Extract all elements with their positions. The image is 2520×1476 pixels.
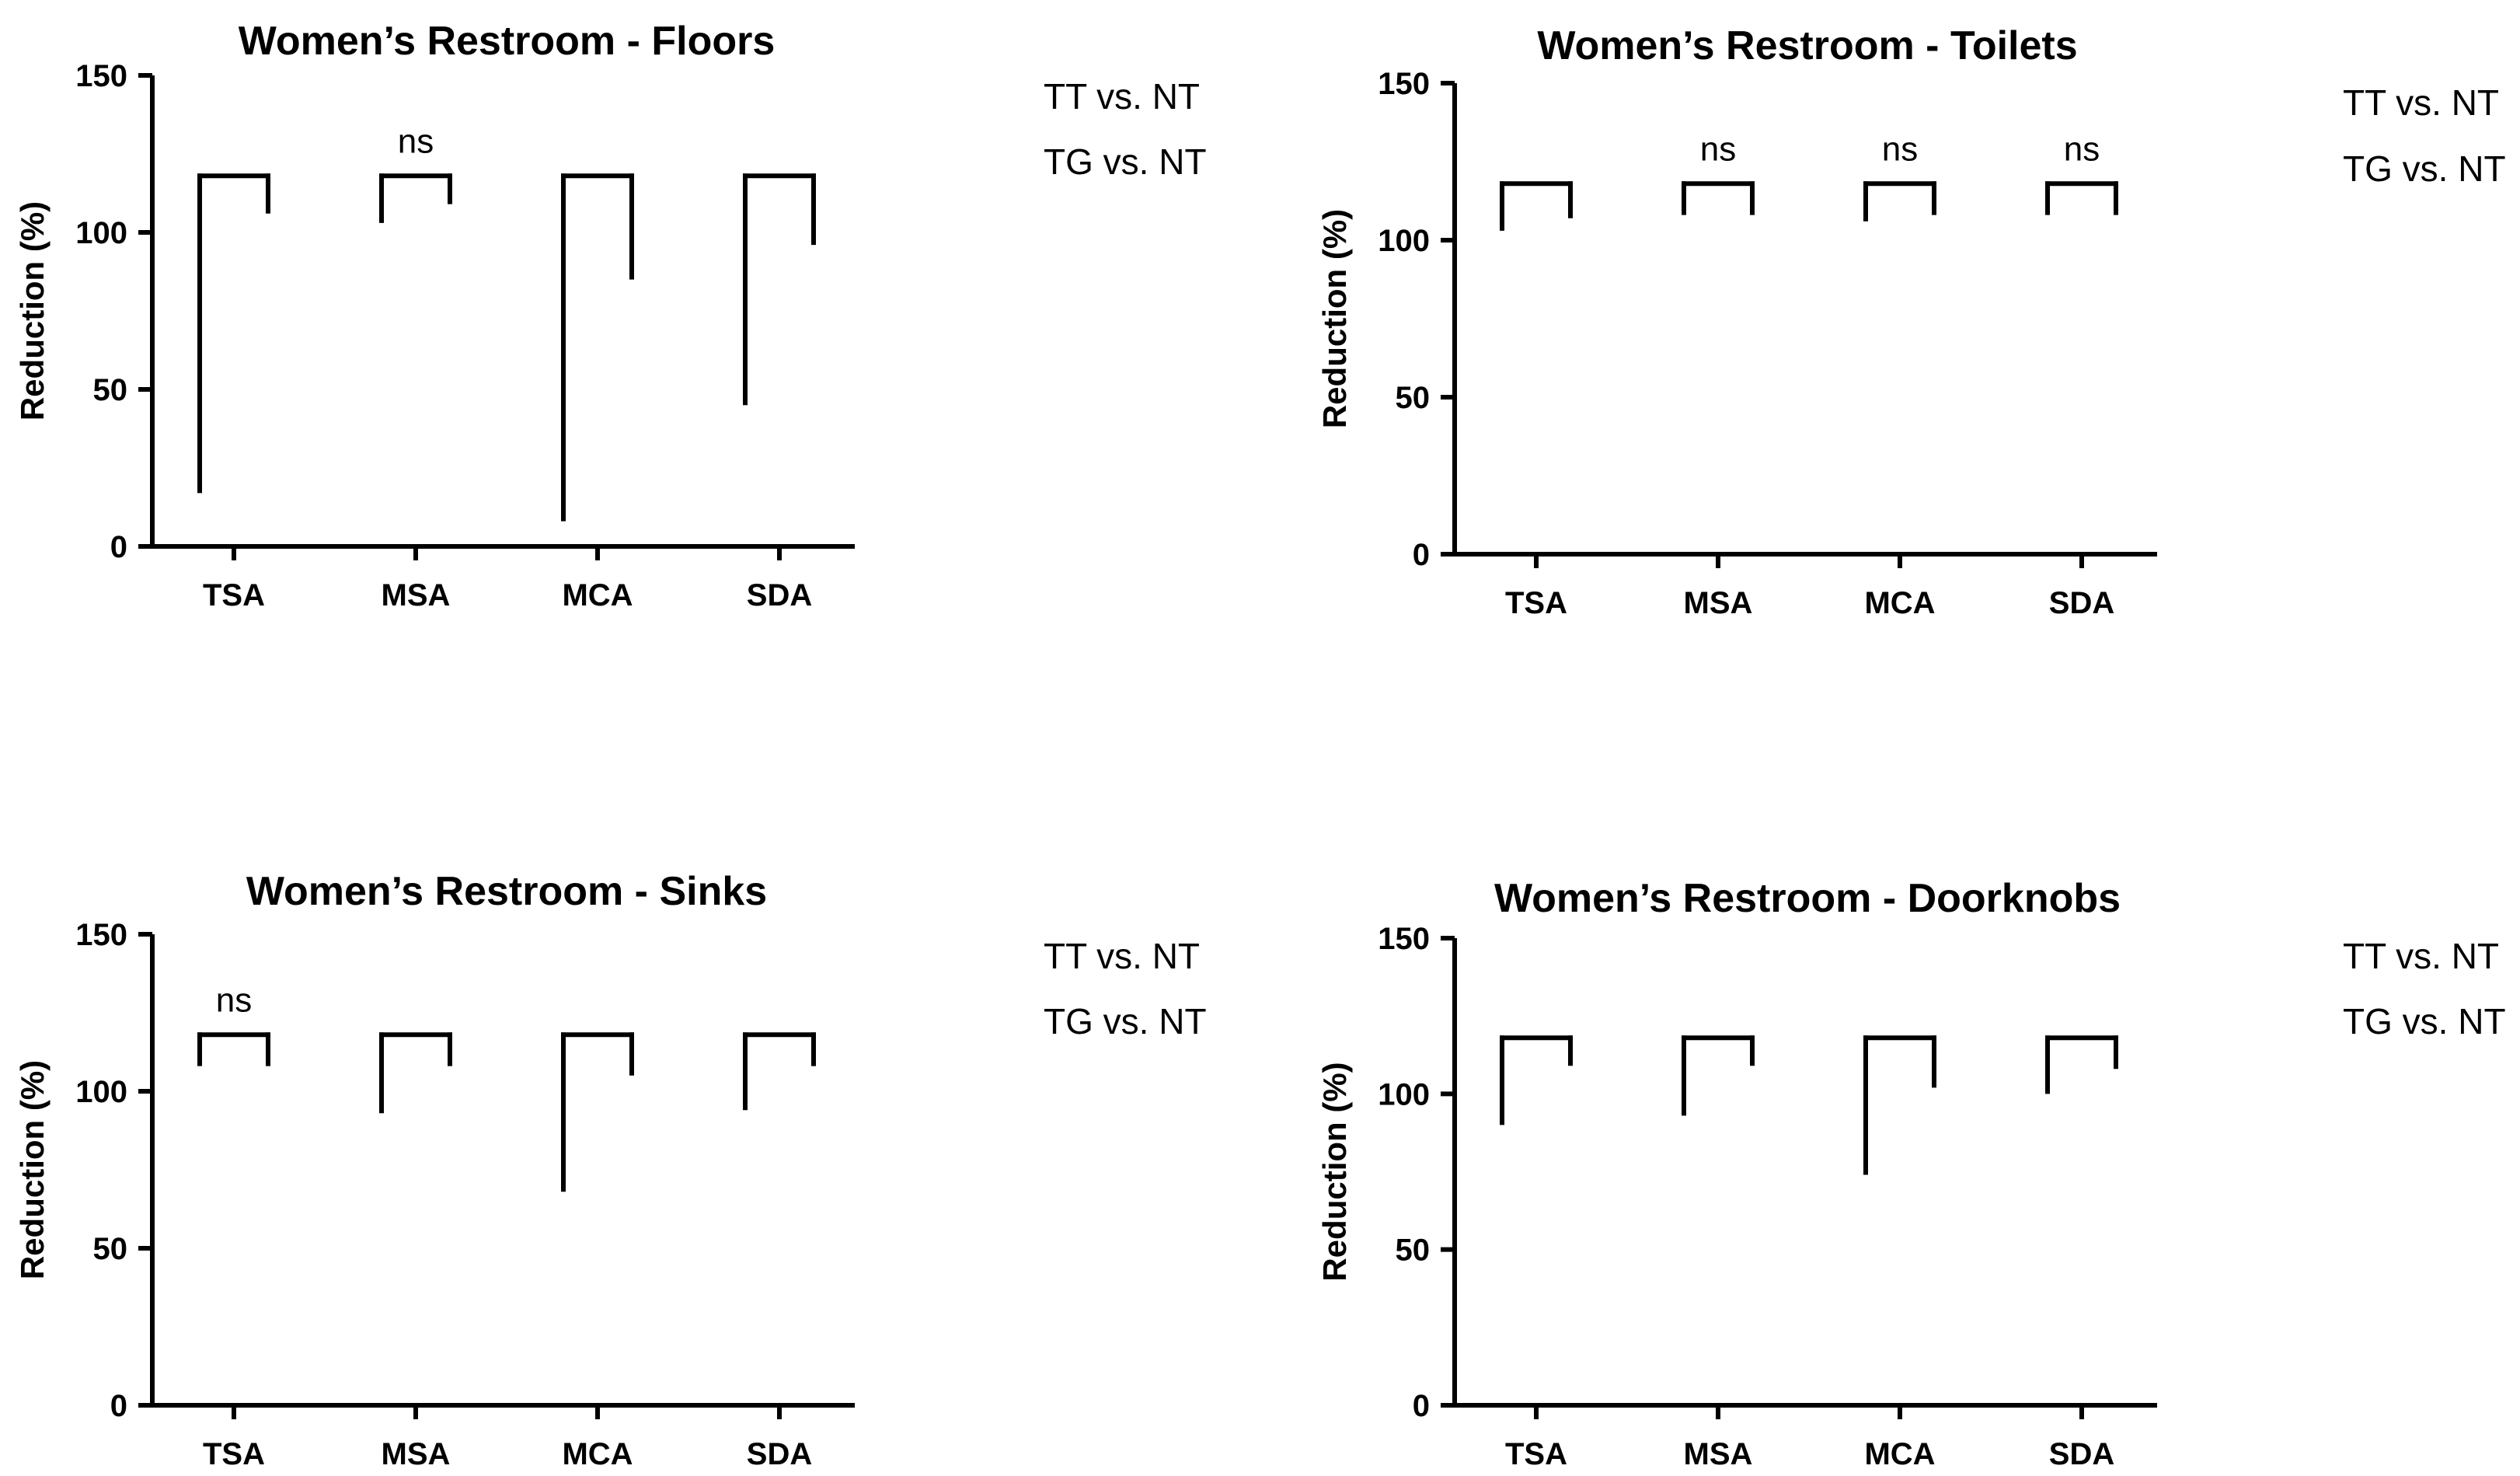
legend-entry: TT vs. NT — [2343, 82, 2499, 123]
y-axis-label: Reduction (%) — [14, 201, 51, 420]
legend-entry: TG vs. NT — [2343, 148, 2506, 189]
y-tick-label: 50 — [93, 1232, 128, 1266]
y-tick-label: 100 — [1378, 224, 1430, 258]
significance-label: ns — [2064, 130, 2100, 168]
x-tick-label: MSA — [1684, 586, 1753, 620]
y-tick-label: 150 — [1378, 922, 1430, 956]
x-tick-label: TSA — [203, 1437, 265, 1471]
y-tick-label: 0 — [1413, 538, 1430, 572]
x-tick-label: TSA — [1505, 1437, 1567, 1471]
significance-label: ns — [398, 122, 434, 160]
chart-title: Women’s Restroom - Toilets — [1537, 23, 2077, 68]
x-tick-label: MSA — [382, 1437, 451, 1471]
x-tick-label: MCA — [562, 578, 633, 612]
y-axis-label: Reduction (%) — [1316, 209, 1353, 428]
legend-entry: TG vs. NT — [1044, 141, 1207, 182]
x-tick-label: SDA — [2049, 586, 2114, 620]
y-tick-label: 100 — [1378, 1077, 1430, 1111]
y-tick-label: 50 — [93, 373, 128, 407]
legend-entry: TG vs. NT — [1044, 1001, 1207, 1042]
y-tick-label: 150 — [75, 59, 127, 93]
x-tick-label: SDA — [747, 1437, 812, 1471]
y-tick-label: 0 — [110, 530, 127, 564]
y-axis-label: Reduction (%) — [1316, 1062, 1353, 1281]
x-tick-label: MSA — [382, 578, 451, 612]
y-tick-label: 100 — [75, 216, 127, 250]
chart-title: Women’s Restroom - Floors — [239, 19, 776, 64]
legend-entry: TT vs. NT — [1044, 76, 1200, 117]
x-tick-label: MCA — [1864, 1437, 1935, 1471]
x-tick-label: SDA — [747, 578, 812, 612]
chart-title: Women’s Restroom - Sinks — [246, 869, 767, 914]
legend-entry: TG vs. NT — [2343, 1001, 2506, 1042]
y-tick-label: 150 — [1378, 67, 1430, 101]
y-tick-label: 0 — [1413, 1389, 1430, 1423]
y-tick-label: 50 — [1396, 381, 1431, 415]
x-tick-label: TSA — [203, 578, 265, 612]
y-tick-label: 150 — [75, 918, 127, 952]
legend-entry: TT vs. NT — [1044, 936, 1200, 976]
x-tick-label: TSA — [1505, 586, 1567, 620]
x-tick-label: SDA — [2049, 1437, 2114, 1471]
significance-label: ns — [216, 981, 252, 1019]
x-tick-label: MSA — [1684, 1437, 1753, 1471]
significance-label: ns — [1882, 130, 1918, 168]
y-tick-label: 50 — [1396, 1233, 1431, 1268]
x-tick-label: MCA — [1864, 586, 1935, 620]
chart-title: Women’s Restroom - Doorknobs — [1494, 876, 2121, 921]
x-tick-label: MCA — [562, 1437, 633, 1471]
y-tick-label: 0 — [110, 1389, 127, 1423]
y-tick-label: 100 — [75, 1075, 127, 1109]
significance-label: ns — [1700, 130, 1736, 168]
legend-entry: TT vs. NT — [2343, 936, 2499, 976]
y-axis-label: Reduction (%) — [14, 1060, 51, 1279]
